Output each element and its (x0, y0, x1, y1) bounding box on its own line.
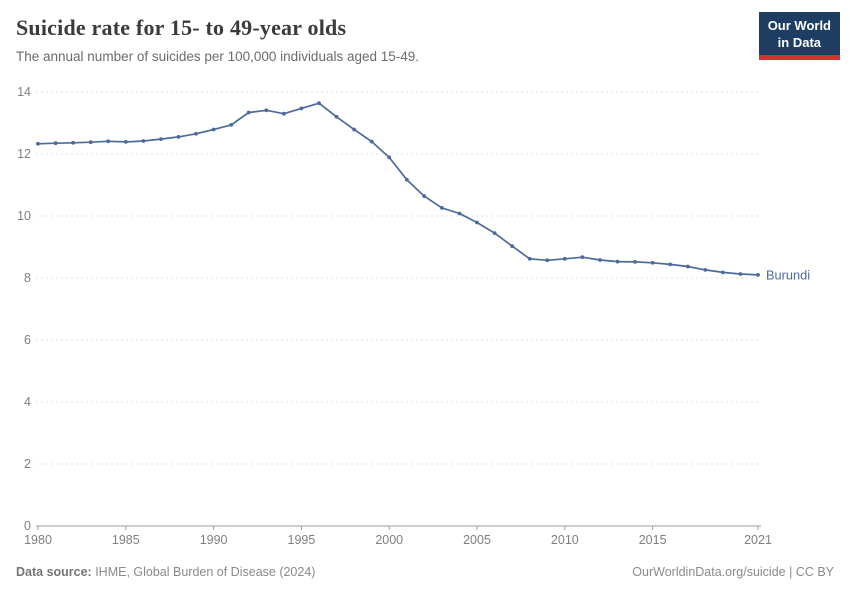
data-point (264, 108, 269, 113)
data-point (299, 106, 304, 111)
footer-source: Data source: IHME, Global Burden of Dise… (16, 565, 315, 579)
chart-area: 0 2 4 6 8 10 12 14 1980 1985 1990 1995 2000 2005 2010 2… (0, 80, 850, 560)
y-axis-tick-label: 4 (24, 395, 31, 409)
y-axis-tick-label: 14 (17, 85, 31, 99)
data-point (387, 155, 392, 160)
data-point (703, 268, 708, 272)
data-point (738, 272, 743, 276)
data-point (282, 111, 286, 116)
data-point (71, 140, 75, 145)
data-point (510, 244, 514, 249)
data-point (756, 273, 760, 277)
data-point (545, 258, 550, 263)
data-point (194, 131, 198, 136)
data-point (615, 259, 620, 264)
x-axis-tick-label: 2000 (375, 533, 403, 547)
chart-header: Suicide rate for 15- to 49-year olds The… (16, 15, 750, 64)
data-point (106, 139, 111, 144)
x-axis-tick-label: 2021 (744, 533, 772, 547)
x-axis-tick-label: 2005 (463, 533, 491, 547)
line-chart: 0 2 4 6 8 10 12 14 1980 1985 1990 1995 2000 2005 2010 2… (17, 85, 810, 547)
owid-logo-line2: in Data (777, 34, 822, 50)
data-point (36, 141, 40, 146)
y-axis-tick-label: 12 (17, 147, 31, 161)
data-point (88, 140, 93, 145)
data-point (141, 139, 146, 143)
data-point (53, 141, 58, 146)
data-point (440, 206, 444, 210)
data-point (580, 255, 585, 260)
footer-source-text: IHME, Global Burden of Disease (2024) (91, 565, 316, 579)
y-axis-tick-label: 6 (24, 333, 31, 347)
data-point (317, 101, 321, 106)
data-point (159, 137, 163, 141)
data-point (475, 220, 479, 225)
footer-source-label: Data source: (16, 565, 92, 579)
y-axis-tick-label: 0 (24, 519, 31, 533)
page-subtitle: The annual number of suicides per 100,00… (16, 49, 420, 64)
data-point (369, 139, 374, 144)
data-point (334, 114, 339, 119)
x-axis-tick-label: 1990 (200, 533, 228, 547)
owid-logo: Our World in Data (758, 12, 840, 61)
data-point (246, 110, 251, 115)
x-axis-tick-label: 1980 (24, 533, 52, 547)
data-point (721, 270, 725, 275)
data-point (404, 177, 409, 182)
data-point (633, 260, 637, 264)
data-point (352, 127, 356, 132)
x-axis-tick-label: 1985 (112, 533, 140, 547)
chart-footer: Data source: IHME, Global Burden of Dise… (16, 565, 834, 579)
y-axis-tick-label: 8 (24, 271, 31, 285)
data-line (37, 102, 759, 276)
y-axis-tick-label: 2 (24, 457, 31, 471)
x-axis-tick-label: 2015 (639, 533, 667, 547)
y-axis-tick-label: 10 (17, 209, 31, 223)
data-point (685, 264, 690, 269)
x-axis-tick-label: 1995 (288, 533, 316, 547)
owid-logo-line1: Our World (767, 18, 831, 33)
page-title: Suicide rate for 15- to 49-year olds (16, 15, 347, 40)
series-end-label: Burundi (766, 267, 810, 282)
data-point (492, 231, 497, 236)
data-point (229, 123, 234, 127)
data-point (527, 256, 532, 261)
data-point (123, 140, 128, 144)
footer-license: OurWorldinData.org/suicide | CC BY (632, 565, 834, 579)
x-axis-tick-label: 2010 (551, 533, 579, 547)
data-point (457, 211, 462, 216)
data-point (650, 260, 655, 265)
data-point (598, 258, 602, 262)
data-point (211, 127, 216, 132)
data-point (422, 194, 427, 199)
data-point (668, 262, 673, 267)
data-point (176, 135, 181, 139)
data-point (562, 256, 567, 261)
